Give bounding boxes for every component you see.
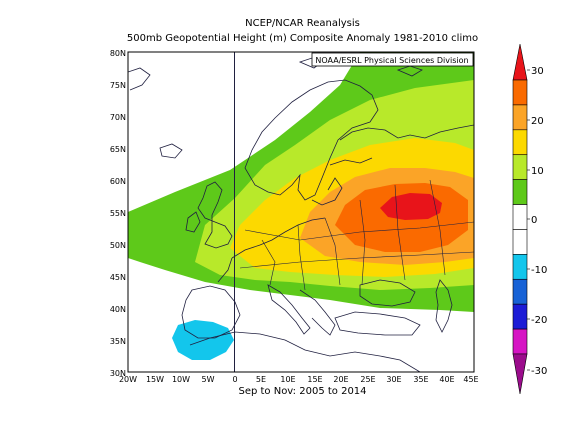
colorbar-bottom-arrow [512, 353, 528, 395]
lon-label: 35E [413, 375, 428, 384]
lat-label: 80N [110, 49, 126, 58]
lon-label: 15E [307, 375, 322, 384]
lon-label: 5E [256, 375, 266, 384]
lon-label: 15W [146, 375, 164, 384]
lat-label: 70N [110, 113, 126, 122]
anomaly-field [128, 52, 474, 360]
longitude-labels: 20W 15W 10W 5W 0 5E 10E 15E 20E 25E 30E … [119, 375, 479, 384]
colorbar-swatch [512, 154, 528, 180]
lon-label: 10W [172, 375, 190, 384]
colorbar-label: 10 [531, 166, 544, 177]
colorbar-label: 30 [531, 66, 544, 77]
credit-text: NOAA/ESRL Physical Sciences Division [315, 56, 468, 65]
coastlines [128, 57, 474, 372]
colorbar: 30 20 10 0 -10 -20 -30 [512, 43, 547, 395]
lon-label: 40E [439, 375, 454, 384]
colorbar-swatch [512, 229, 528, 255]
lat-label: 75N [110, 81, 126, 90]
colorbar-label: 20 [531, 116, 544, 127]
colorbar-label: -10 [531, 265, 547, 276]
title-line-1: NCEP/NCAR Reanalysis [245, 18, 360, 29]
colorbar-swatch [512, 204, 528, 230]
colorbar-swatch [512, 129, 528, 156]
lat-label: 65N [110, 145, 126, 154]
lon-label: 10E [280, 375, 295, 384]
lat-label: 40N [110, 305, 126, 314]
lat-label: 30N [110, 369, 126, 378]
lon-label: 5W [202, 375, 215, 384]
lon-label: 20E [333, 375, 348, 384]
credit-box [311, 52, 474, 67]
colorbar-swatch [512, 79, 528, 106]
map-frame [127, 51, 475, 373]
anomaly-band-red [380, 193, 442, 220]
colorbar-swatch [512, 303, 528, 330]
colorbar-label: -30 [531, 366, 547, 377]
lon-label: 30E [386, 375, 401, 384]
footer-period: Sep to Nov: 2005 to 2014 [238, 386, 367, 397]
lon-label: 45E [463, 375, 478, 384]
colorbar-top-arrow [512, 43, 528, 81]
lat-label: 45N [110, 273, 126, 282]
lon-label: 0 [232, 375, 237, 384]
colorbar-swatch [512, 179, 528, 205]
colorbar-swatch [512, 104, 528, 131]
colorbar-label: -20 [531, 315, 547, 326]
title-line-2: 500mb Geopotential Height (m) Composite … [126, 33, 479, 44]
colorbar-swatch [512, 328, 528, 355]
colorbar-swatch [512, 254, 528, 280]
colorbar-label: 0 [531, 215, 537, 226]
lat-label: 35N [110, 337, 126, 346]
lon-label: 25E [360, 375, 375, 384]
lat-label: 55N [110, 209, 126, 218]
lat-label: 60N [110, 177, 126, 186]
colorbar-swatch [512, 278, 528, 305]
anomaly-negative-cyan [172, 320, 234, 360]
lat-label: 50N [110, 241, 126, 250]
latitude-labels: 80N 75N 70N 65N 60N 55N 50N 45N 40N 35N … [110, 49, 126, 378]
lon-label: 20W [119, 375, 137, 384]
